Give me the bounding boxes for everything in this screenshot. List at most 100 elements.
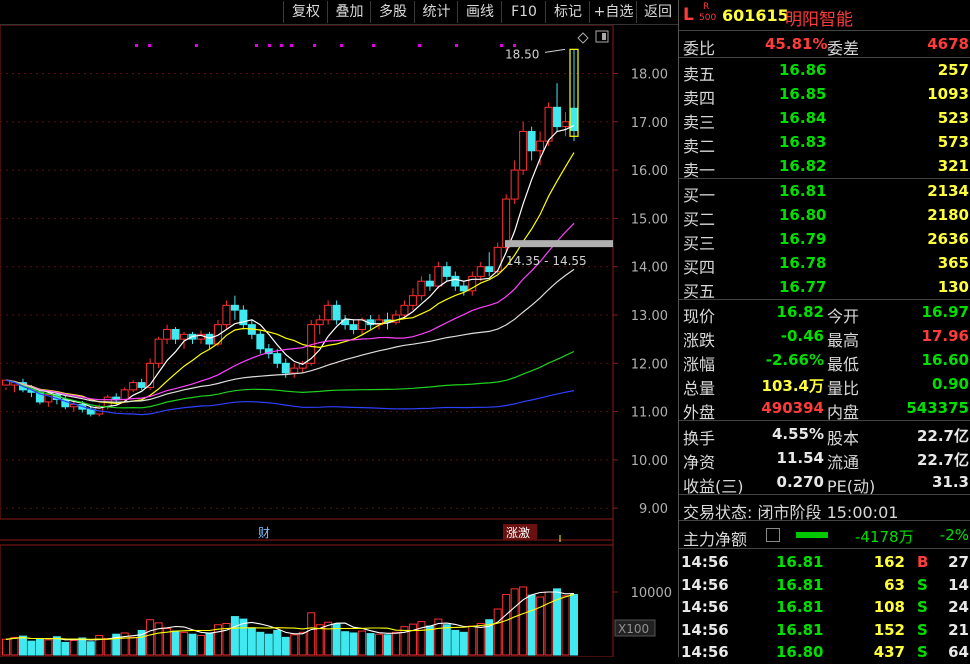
tick-count: 27 xyxy=(948,553,969,571)
volume-bar xyxy=(2,638,10,656)
zone-label: 14.35 - 14.55 xyxy=(506,254,587,268)
candle-body xyxy=(459,285,468,292)
toolbar-button-2[interactable]: 多股 xyxy=(370,1,415,23)
y-tick-label: 11.00 xyxy=(631,406,668,421)
stock-header: L R 500 601615 明阳智能 xyxy=(679,2,970,30)
ask-row: 卖一 16.82 321 xyxy=(679,155,970,180)
bid-price: 16.78 xyxy=(779,254,827,272)
tick-row: 14:56 16.81 108 S 24 xyxy=(679,596,970,619)
max-price-label: 18.50 xyxy=(505,47,539,61)
tick-count: 14 xyxy=(948,575,969,594)
volume-bar xyxy=(366,633,375,656)
volume-bar xyxy=(230,616,239,656)
finance-label: 净资 xyxy=(683,453,716,472)
toolbar-button-0[interactable]: 复权 xyxy=(283,1,328,23)
toolbar-button-7[interactable]: +自选 xyxy=(589,1,637,23)
stat-row: 现价 16.82 今开 16.97 xyxy=(679,301,970,326)
tick-side: S xyxy=(917,643,928,661)
toolbar-button-1[interactable]: 叠加 xyxy=(327,1,371,23)
main-flow-value: -4178万 xyxy=(855,528,914,546)
volume-unit-label: X100 xyxy=(618,622,649,636)
toolbar-button-4[interactable]: 画线 xyxy=(457,1,502,23)
diamond-icon xyxy=(577,32,589,44)
stock-code: 601615 xyxy=(722,6,789,25)
volume-bar xyxy=(18,635,27,656)
main-flow-row: 主力净额 -4178万 -2% xyxy=(679,524,970,549)
ask-price: 16.85 xyxy=(779,85,827,103)
stat-row: 总量 103.4万 量比 0.90 xyxy=(679,373,970,398)
candle-body xyxy=(544,106,553,142)
wc-label: 委差 xyxy=(827,39,860,58)
bid-volume: 2134 xyxy=(927,182,969,200)
tick-time: 14:56 xyxy=(681,598,729,616)
bid-price: 16.77 xyxy=(779,278,827,296)
tick-time: 14:56 xyxy=(681,575,729,594)
bid-row: 买一 16.81 2134 xyxy=(679,180,970,205)
volume-bar xyxy=(544,591,553,656)
badge-bottom: 500 xyxy=(699,13,717,23)
tick-row: 14:56 16.81 63 S 14 xyxy=(679,574,970,597)
volume-bar xyxy=(561,595,570,656)
signal-dot xyxy=(255,44,258,47)
tick-side: S xyxy=(917,598,928,616)
stat-label: 今开 xyxy=(827,307,860,326)
bid-row: 买三 16.79 2636 xyxy=(679,228,970,253)
volume-bar xyxy=(213,624,222,656)
stat-value: 103.4万 xyxy=(761,377,824,395)
y-tick-label: 16.00 xyxy=(631,164,668,179)
signal-dot xyxy=(135,44,138,47)
kline-chart-area[interactable]: 18.00 17.00 16.00 15.00 14.00 13.00 12.00 11.00… xyxy=(0,24,678,658)
volume-bar xyxy=(180,631,189,656)
volume-bar xyxy=(417,621,426,656)
toolbar-button-6[interactable]: 标记 xyxy=(545,1,590,23)
finance-row: 换手 4.55% 股本 22.7亿 xyxy=(679,423,970,448)
tick-side: S xyxy=(917,575,928,594)
volume-bar xyxy=(256,631,265,656)
candle-body xyxy=(468,275,477,292)
volume-bar xyxy=(324,621,333,656)
finance-value: 11.54 xyxy=(776,449,824,467)
toolbar-button-8[interactable]: 返回 xyxy=(636,1,679,23)
bid-volume: 2636 xyxy=(927,230,969,248)
ma-line xyxy=(5,124,575,409)
volume-ma-line xyxy=(5,593,575,640)
toolbar-button-5[interactable]: F10 xyxy=(501,1,546,23)
ask-label: 卖五 xyxy=(683,65,716,84)
candle-body xyxy=(502,198,511,248)
volume-bar xyxy=(154,622,163,656)
finance-label: 流通 xyxy=(827,453,860,472)
main-flow-pct: -2% xyxy=(939,526,969,544)
tick-side: S xyxy=(917,620,928,639)
surge-marker-bg xyxy=(503,524,537,540)
candle-body xyxy=(171,328,180,340)
volume-bar xyxy=(519,586,528,656)
candle-body xyxy=(273,353,282,364)
volume-bar xyxy=(493,608,502,656)
wb-label: 委比 xyxy=(683,39,716,58)
bid-label: 买三 xyxy=(683,234,716,253)
list-icon[interactable] xyxy=(766,528,780,542)
volume-tick-label: 10000 xyxy=(631,586,672,601)
window-icon-fill xyxy=(602,33,606,40)
ma-line xyxy=(5,379,575,416)
y-tick-label: 17.00 xyxy=(631,116,668,131)
volume-bar xyxy=(349,632,358,656)
finance-row: 收益(三) 0.270 PE(动) 31.3 xyxy=(679,471,970,496)
unit-box xyxy=(614,619,656,637)
ask-label: 卖二 xyxy=(683,137,716,156)
ask-volume: 523 xyxy=(937,109,969,127)
kline-chart[interactable]: 18.00 17.00 16.00 15.00 14.00 13.00 12.00 11.00… xyxy=(0,24,678,658)
bid-label: 买四 xyxy=(683,258,716,277)
toolbar-button-3[interactable]: 统计 xyxy=(414,1,458,23)
trade-status-row: 交易状态: 闭市阶段 15:00:01 xyxy=(679,497,970,522)
bid-volume: 2180 xyxy=(927,206,969,224)
ask-label: 卖三 xyxy=(683,113,716,132)
finance-row: 净资 11.54 流通 22.7亿 xyxy=(679,447,970,472)
tick-row: 14:56 16.80 437 S 64 xyxy=(679,641,970,664)
wb-value: 45.81% xyxy=(765,35,828,53)
candle-body xyxy=(281,362,290,374)
stat-value: 490394 xyxy=(761,399,824,417)
stat-value: -0.46 xyxy=(780,327,824,345)
volume-bar xyxy=(264,633,273,656)
volume-bar xyxy=(78,637,87,656)
